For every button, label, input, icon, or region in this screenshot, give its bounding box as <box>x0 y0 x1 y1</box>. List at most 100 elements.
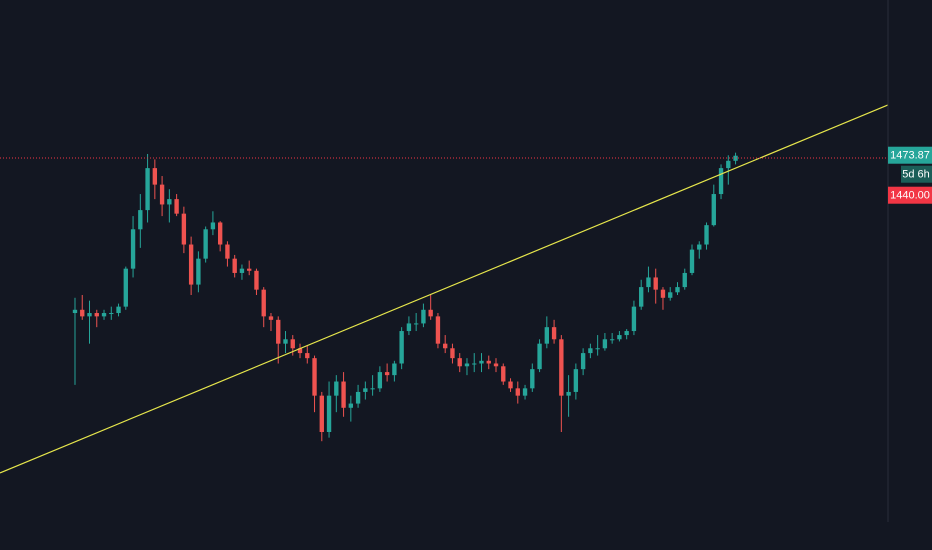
candle-body <box>580 353 586 370</box>
candle-body <box>109 313 114 315</box>
candle-body <box>210 222 216 230</box>
candle-body <box>305 353 310 359</box>
candle-body <box>319 395 324 432</box>
candle-body <box>363 388 368 392</box>
candle-body <box>704 225 709 245</box>
candle-body <box>486 360 491 364</box>
axes: 1473.87 5d 6h 1440.00 <box>887 0 932 522</box>
candle-body <box>377 372 383 389</box>
candle-body <box>689 249 695 273</box>
countdown-badge <box>901 165 932 183</box>
candle-body <box>370 388 375 390</box>
candle-body <box>522 388 528 396</box>
candle-body <box>588 348 593 354</box>
candle-body <box>348 403 354 408</box>
candle-body <box>718 168 724 195</box>
candle-body <box>530 369 535 389</box>
candle-body <box>392 363 397 376</box>
candle-body <box>80 309 85 317</box>
candle-body <box>624 331 629 336</box>
candle-body <box>602 339 608 349</box>
candle-body <box>239 268 245 273</box>
candle-body <box>94 313 99 317</box>
horizontal-line-badge <box>888 186 932 204</box>
candle-body <box>290 339 295 349</box>
candle-body <box>595 348 600 350</box>
candle-body <box>639 287 644 307</box>
candle-body <box>355 391 361 404</box>
candle-body <box>646 277 651 288</box>
candle-body <box>123 268 128 307</box>
candle-body <box>196 258 201 285</box>
candle-body <box>726 160 731 169</box>
candle-body <box>312 358 317 396</box>
candle-body <box>457 358 462 367</box>
candle-body <box>101 313 107 317</box>
candle-body <box>188 244 194 285</box>
candle-body <box>268 316 274 320</box>
candle-body <box>399 331 404 364</box>
horizontal-line-label: 1440.00 <box>890 190 930 202</box>
candle-body <box>660 289 666 298</box>
candle-body <box>152 168 158 185</box>
candle-body <box>566 391 571 396</box>
candle-body <box>631 306 637 332</box>
candle-body <box>225 244 230 259</box>
candle-body <box>247 268 252 271</box>
candle-body <box>450 348 455 359</box>
candle-body <box>232 258 237 273</box>
candle-body <box>682 272 687 288</box>
candle-body <box>573 369 579 392</box>
candle-body <box>261 289 266 317</box>
candle-body <box>334 381 339 396</box>
candle-body <box>559 339 564 396</box>
candle-body <box>472 363 477 365</box>
candle-body <box>544 327 550 344</box>
candle-body <box>493 363 499 367</box>
candle-body <box>167 199 172 205</box>
candle-body <box>464 363 470 367</box>
candle-body <box>675 287 680 293</box>
candle-body <box>421 309 426 324</box>
candle-body <box>711 194 716 226</box>
candle-body <box>501 366 506 382</box>
countdown-label: 5d 6h <box>902 169 930 181</box>
candle-body <box>203 229 208 259</box>
candle-body <box>276 319 281 344</box>
candle-body <box>174 199 179 214</box>
candle-body <box>653 277 658 290</box>
candle-body <box>145 168 150 211</box>
candle-body <box>515 388 520 396</box>
candle-body <box>254 270 259 290</box>
candle-body <box>138 210 143 230</box>
candle-body <box>130 229 136 269</box>
candle-body <box>283 339 288 344</box>
candle-body <box>479 360 484 364</box>
candle-body <box>537 343 542 370</box>
last-price-badge <box>888 146 932 164</box>
trendline <box>0 104 889 474</box>
candle-body <box>406 323 412 332</box>
candle-body <box>508 381 513 389</box>
plot-area <box>0 104 889 474</box>
candle-body <box>297 348 303 354</box>
candle-body <box>697 244 702 250</box>
candle-body <box>617 335 622 340</box>
candle-body <box>609 339 615 341</box>
candle-body <box>72 309 78 314</box>
candle-body <box>443 343 448 349</box>
candle-body <box>341 381 346 408</box>
candle-body <box>217 222 223 245</box>
last-price-label: 1473.87 <box>890 150 930 162</box>
candle-body <box>668 292 673 298</box>
candle-body <box>384 372 390 376</box>
candle-body <box>116 306 121 314</box>
candle-body <box>159 184 165 205</box>
candle-body <box>87 313 92 317</box>
candle-body <box>413 323 419 325</box>
candle-body <box>326 395 332 432</box>
candle-body <box>428 309 433 317</box>
candle-body <box>551 327 557 340</box>
